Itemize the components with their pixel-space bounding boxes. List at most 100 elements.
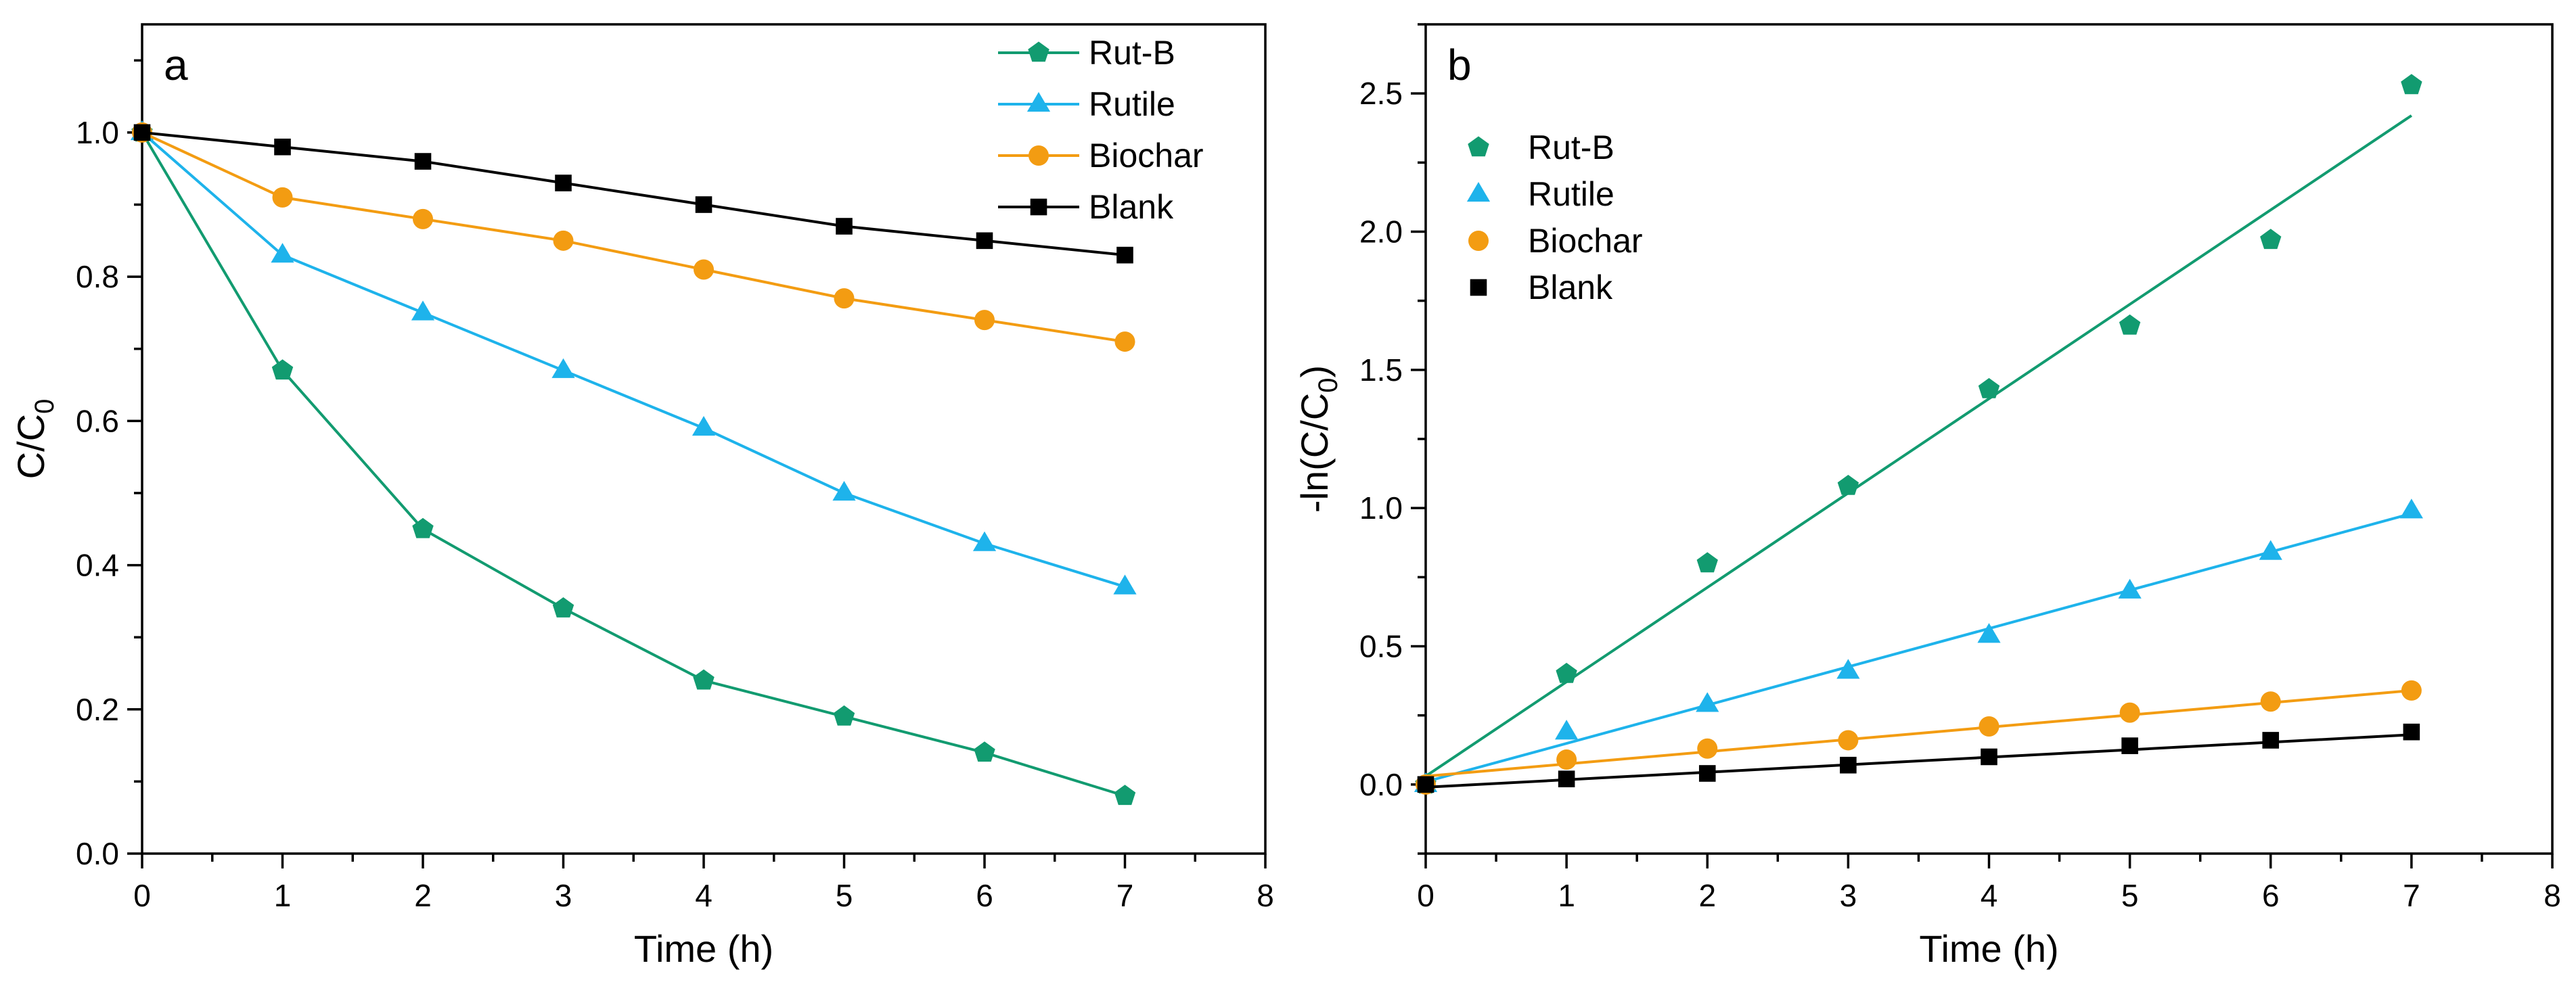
panel-label: a [164, 41, 188, 89]
series-line-rut-b [141, 131, 1126, 797]
data-point-rutile [832, 480, 856, 501]
data-point-blank [2121, 737, 2138, 754]
x-tick-label: 3 [555, 878, 572, 913]
x-tick-label: 6 [976, 878, 993, 913]
data-point-rut-b [412, 517, 434, 538]
x-tick-label: 0 [1417, 878, 1434, 913]
y-axis-title: C/C0 [9, 399, 60, 480]
y-tick-label: 0.0 [1359, 767, 1403, 802]
series-line-rutile [141, 131, 1126, 588]
legend-marker-rutile [1026, 92, 1051, 112]
data-point-biochar [2260, 691, 2281, 712]
data-point-biochar [272, 187, 293, 208]
data-point-biochar [1979, 716, 1999, 737]
data-point-blank [1558, 770, 1575, 787]
x-axis-title: Time (h) [1919, 927, 2058, 970]
data-point-biochar [1556, 749, 1577, 770]
y-tick-label: 2.0 [1359, 214, 1403, 250]
data-point-rutile [1113, 574, 1137, 595]
data-point-blank [695, 196, 713, 213]
legend-marker-blank [1030, 198, 1047, 216]
legend-marker-biochar [1029, 145, 1049, 166]
legend-label-biochar: Biochar [1089, 137, 1204, 175]
data-point-biochar [1838, 730, 1859, 751]
legend-label-blank: Blank [1528, 269, 1613, 306]
legend: Rut-B Rutile Biochar Blank [1466, 129, 1643, 306]
data-point-rut-b [693, 669, 715, 690]
legend-label-biochar: Biochar [1528, 222, 1643, 260]
data-point-blank [2262, 732, 2280, 749]
data-point-blank [2403, 723, 2420, 741]
data-point-rutile [1555, 720, 1579, 740]
data-point-biochar [2119, 702, 2140, 723]
y-axis-title: -ln(C/C0) [1293, 365, 1343, 513]
data-point-blank [976, 232, 993, 250]
legend-marker-rut-b [1468, 136, 1489, 157]
data-point-rutile [2259, 540, 2282, 560]
panel-label: b [1447, 41, 1472, 89]
x-tick-label: 7 [2403, 878, 2420, 913]
x-tick-label: 0 [133, 878, 151, 913]
x-tick-label: 3 [1840, 878, 1857, 913]
x-tick-label: 4 [695, 878, 713, 913]
data-point-rut-b [271, 359, 294, 380]
data-point-rut-b [2401, 74, 2422, 95]
data-point-blank [836, 218, 853, 235]
y-tick-label: 0.0 [76, 836, 119, 871]
data-point-biochar [1697, 738, 1718, 759]
data-point-blank [1417, 776, 1434, 793]
data-point-biochar [553, 230, 574, 251]
fit-line-biochar [1425, 689, 2412, 778]
fit-line-rut-b [1424, 114, 2412, 778]
x-tick-label: 1 [1558, 878, 1575, 913]
legend-label-rut-b: Rut-B [1528, 129, 1614, 166]
x-tick-label: 4 [1981, 878, 1998, 913]
x-tick-label: 6 [2262, 878, 2280, 913]
data-point-blank [555, 175, 572, 191]
data-point-rut-b [1696, 552, 1718, 573]
data-point-blank [274, 138, 291, 156]
legend-marker-blank [1470, 279, 1487, 296]
data-point-blank [1981, 748, 1997, 766]
series-blank [1417, 723, 2420, 793]
data-point-blank [133, 124, 151, 141]
x-axis-title: Time (h) [634, 927, 773, 970]
series-rut-b [131, 121, 1136, 806]
legend-label-rutile: Rutile [1528, 175, 1614, 213]
y-tick-label: 1.0 [76, 115, 119, 150]
data-point-rut-b [833, 705, 855, 726]
legend-marker-rut-b [1028, 41, 1049, 62]
legend-label-rut-b: Rut-B [1089, 34, 1175, 72]
x-tick-label: 2 [414, 878, 432, 913]
x-tick-label: 5 [2121, 878, 2139, 913]
series-line-biochar [141, 131, 1125, 344]
x-tick-label: 8 [2544, 878, 2561, 913]
data-point-rutile [551, 358, 575, 378]
data-point-blank [414, 153, 432, 170]
data-point-biochar [974, 310, 995, 331]
y-tick-label: 1.0 [1359, 490, 1403, 526]
data-point-rutile [2399, 498, 2423, 519]
data-point-rutile [2118, 578, 2142, 599]
y-tick-label: 0.8 [76, 259, 119, 294]
data-point-biochar [834, 288, 855, 309]
legend-label-rutile: Rutile [1089, 85, 1175, 123]
data-point-biochar [413, 208, 433, 229]
x-tick-label: 8 [1257, 878, 1274, 913]
data-point-rut-b [1978, 377, 2000, 398]
data-point-rutile [1696, 692, 1719, 712]
y-tick-label: 2.5 [1359, 76, 1403, 111]
fit-line-rutile [1425, 512, 2412, 783]
x-tick-label: 1 [274, 878, 292, 913]
legend-marker-rutile [1466, 182, 1491, 202]
data-point-blank [1840, 756, 1857, 774]
data-point-blank [1116, 246, 1133, 264]
fit-line-blank [1425, 733, 2412, 789]
y-tick-label: 1.5 [1359, 352, 1403, 388]
y-tick-label: 0.2 [76, 692, 119, 727]
data-point-rutile [972, 531, 997, 551]
data-point-rutile [271, 243, 294, 263]
data-point-rut-b [2119, 314, 2141, 335]
data-point-rut-b [1114, 785, 1136, 806]
